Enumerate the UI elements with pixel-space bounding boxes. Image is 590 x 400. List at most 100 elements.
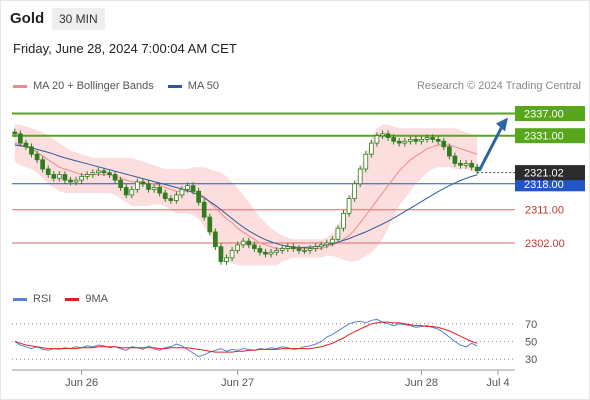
legend-item-ma20-bollinger: MA 20 + Bollinger Bands	[13, 80, 154, 92]
candle-body	[374, 135, 380, 144]
candle-body	[96, 170, 101, 174]
candle-body	[385, 133, 391, 138]
candle-body	[357, 168, 363, 185]
rsi-ma9-line	[14, 321, 478, 353]
legend-item-rsi: RSI	[13, 293, 51, 305]
rsi-line	[14, 318, 478, 358]
candle-body	[157, 187, 162, 194]
candle-body	[352, 183, 357, 200]
candle-body	[135, 181, 140, 190]
candle-body	[201, 201, 207, 218]
candle-body	[313, 246, 318, 249]
candle-body	[179, 188, 185, 196]
candle-body	[419, 138, 424, 142]
candle-body	[341, 212, 346, 229]
candle-body	[463, 163, 469, 166]
projection-arrow-shaft	[477, 125, 504, 172]
level-label-2337.00: 2337.00	[524, 109, 564, 121]
candle-body	[140, 181, 146, 185]
level-label-2331.00: 2331.00	[524, 131, 564, 143]
level-label-2318.00: 2318.00	[524, 179, 564, 191]
instrument-title: Gold	[10, 10, 45, 27]
current-price-tag: 2321.02	[515, 165, 585, 181]
candle-body	[369, 142, 374, 155]
candle-body	[235, 244, 240, 251]
candle-body	[391, 137, 396, 142]
candle-body	[218, 246, 224, 262]
legend-item-9ma: 9MA	[65, 293, 108, 305]
candle-body	[435, 138, 441, 142]
candle-body	[196, 190, 201, 203]
current-price-tag-bg	[515, 165, 585, 181]
candle-body	[174, 194, 179, 201]
candle-body	[101, 170, 107, 174]
level-tag-bg	[515, 128, 585, 144]
candle-body	[168, 198, 174, 201]
candle-body	[408, 138, 413, 142]
candle-body	[129, 188, 135, 196]
candle-body	[123, 187, 129, 196]
ma50-line	[14, 144, 478, 248]
candle-body	[291, 246, 296, 249]
rsi-legend: RSI 9MA	[13, 293, 122, 305]
legend-item-ma50: MA 50	[167, 80, 219, 92]
rsi-tick-label-70: 70	[525, 319, 537, 331]
level-tag-2302.00: 2302.00	[525, 238, 565, 250]
candle-body	[307, 248, 313, 251]
candle-body	[279, 248, 285, 251]
candle-body	[213, 231, 218, 248]
candle-body	[318, 244, 324, 248]
candle-body	[252, 244, 257, 249]
candle-body	[380, 133, 385, 137]
candle-body	[447, 146, 452, 157]
candle-body	[263, 251, 268, 255]
candle-body	[224, 257, 229, 262]
legend-swatch-9ma	[65, 297, 80, 301]
candle-body	[363, 153, 369, 170]
candle-body	[112, 174, 118, 181]
candle-body	[346, 198, 352, 214]
candle-body	[18, 133, 23, 144]
candle-body	[23, 142, 29, 148]
candle-body	[441, 140, 447, 148]
candle-body	[257, 248, 263, 253]
candle-body	[330, 238, 335, 244]
candles	[12, 128, 480, 265]
level-tag-2331.00: 2331.00	[515, 128, 585, 144]
legend-label-ma50: MA 50	[187, 80, 219, 92]
candle-body	[185, 185, 190, 190]
legend-swatch-ma20	[13, 84, 27, 88]
level-label-2302.00: 2302.00	[525, 238, 565, 250]
level-tag-2311.00: 2311.00	[525, 205, 564, 217]
research-credit: Research © 2024 Trading Central	[416, 80, 581, 92]
candle-body	[240, 240, 246, 246]
candle-body	[335, 227, 341, 240]
candle-body	[12, 131, 18, 135]
projection-arrow-head	[496, 117, 508, 132]
candle-body	[207, 216, 213, 233]
x-tick-label-Jun 27: Jun 27	[221, 377, 254, 389]
level-label-2311.00: 2311.00	[525, 205, 564, 217]
candle-body	[268, 251, 274, 255]
candle-body	[229, 249, 235, 259]
legend-swatch-ma50	[167, 84, 182, 88]
report-datetime: Friday, June 28, 2024 7:00:04 AM CET	[13, 41, 237, 56]
current-price-label: 2321.02	[524, 168, 564, 180]
candle-body	[107, 172, 112, 175]
level-tag-2337.00: 2337.00	[515, 106, 585, 121]
candle-body	[45, 168, 51, 175]
candle-body	[296, 248, 302, 251]
candle-body	[118, 179, 123, 188]
legend-label-rsi: RSI	[33, 293, 52, 305]
bollinger-band-fill	[14, 124, 478, 266]
candle-body	[62, 174, 68, 181]
legend-label-9ma: 9MA	[85, 293, 108, 305]
timeframe-badge[interactable]: 30 MIN	[52, 8, 105, 30]
candle-body	[73, 179, 79, 183]
main-legend: MA 20 + Bollinger Bands MA 50	[13, 80, 233, 92]
candle-body	[302, 249, 307, 252]
candle-body	[246, 240, 252, 246]
legend-label-ma20: MA 20 + Bollinger Bands	[33, 80, 154, 92]
candle-body	[285, 246, 291, 249]
